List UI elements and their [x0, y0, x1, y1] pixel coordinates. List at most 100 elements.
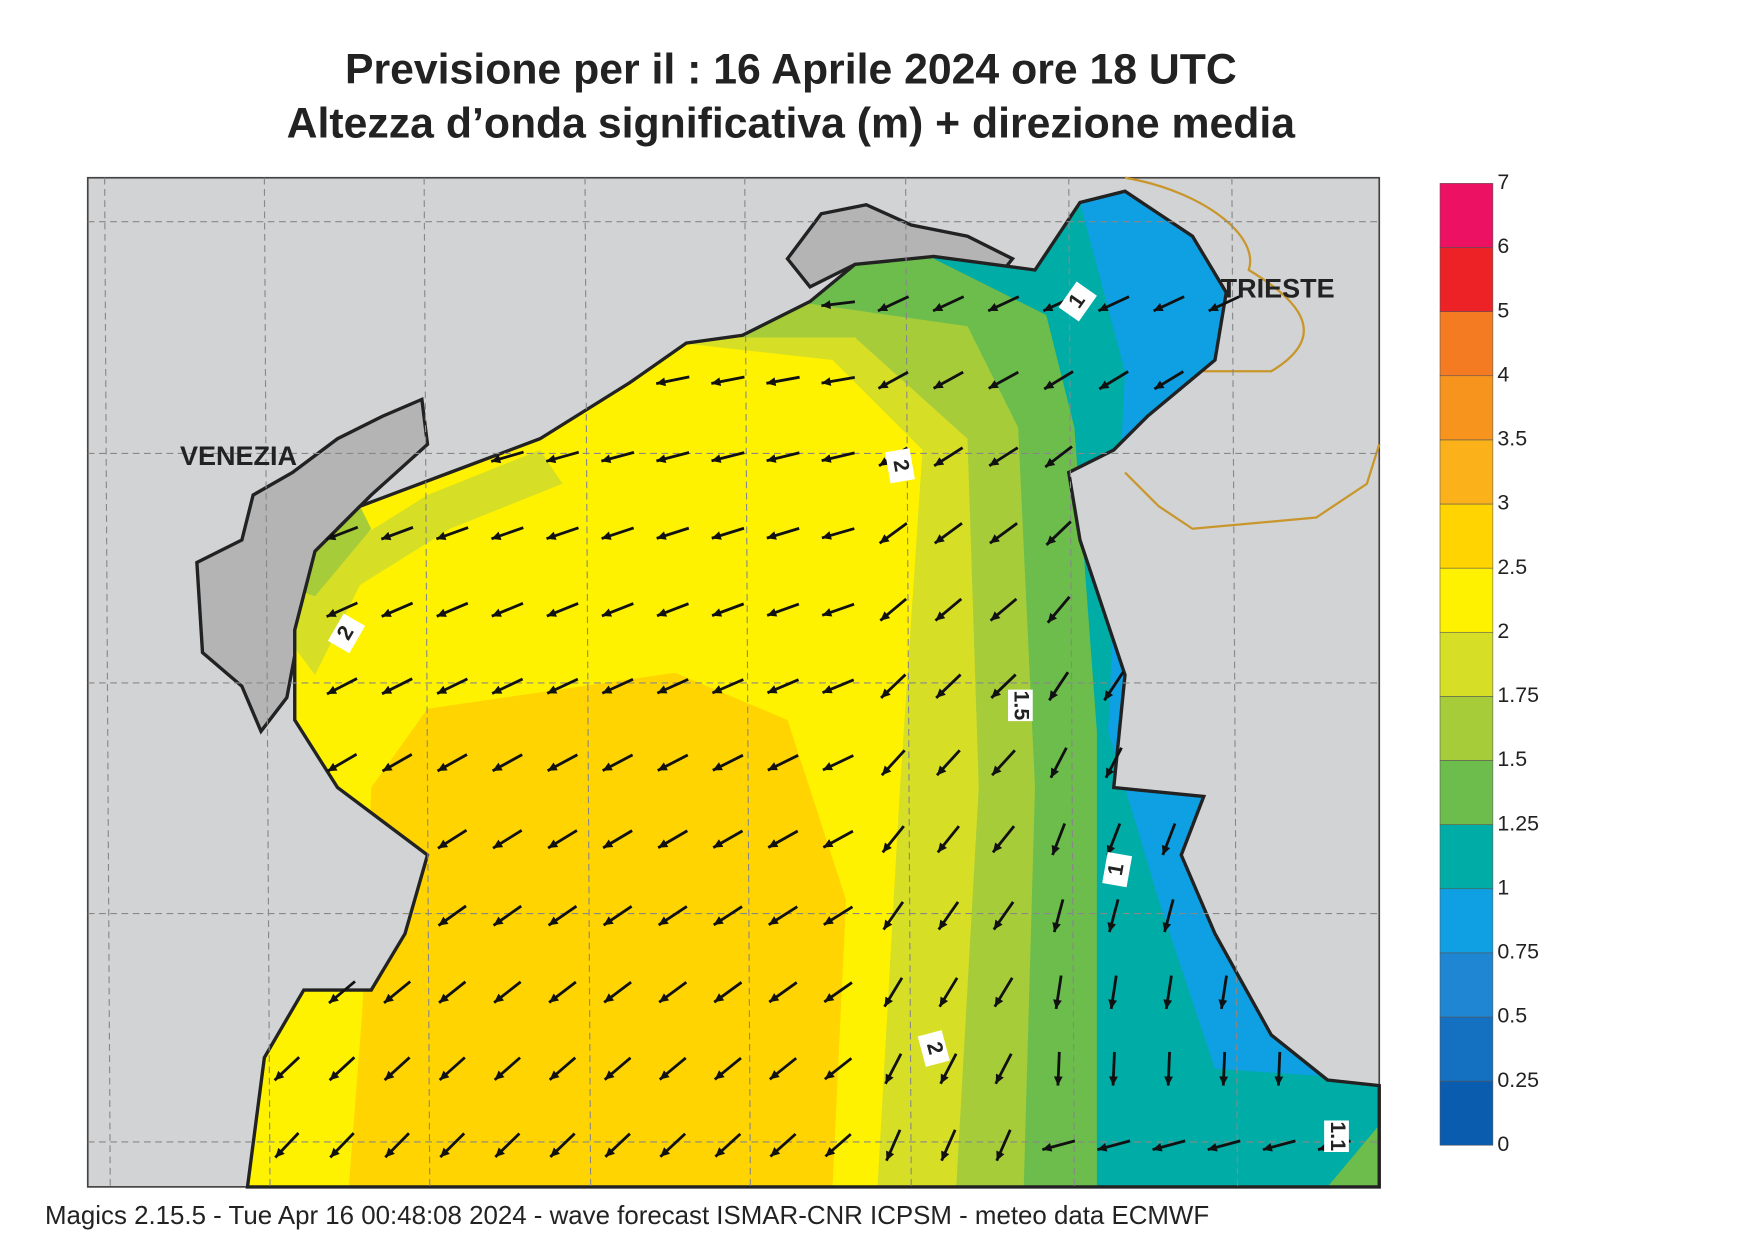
arrow-head — [329, 993, 339, 1004]
arrow-head — [712, 685, 723, 694]
arrow-head — [604, 993, 615, 1003]
arrow-head — [550, 1147, 560, 1157]
colorbar-label: 2 — [1497, 619, 1509, 643]
arrow-head — [884, 996, 894, 1007]
arrow-head — [1218, 999, 1228, 1009]
arrow-head — [766, 377, 777, 386]
arrow-head — [491, 454, 502, 464]
border — [1124, 444, 1381, 530]
arrow-head — [713, 839, 724, 848]
arrow-head — [492, 685, 503, 694]
arrow-head — [491, 531, 502, 540]
arrow-head — [327, 762, 338, 772]
arrow-head — [990, 611, 1001, 621]
arrow-head — [881, 765, 892, 776]
colorbar-label: 0.25 — [1497, 1068, 1539, 1092]
arrow-head — [1042, 1143, 1053, 1152]
arrow-head — [658, 916, 669, 926]
arrow-head — [657, 762, 668, 771]
contour-label: 1 — [1058, 281, 1097, 322]
contour-label-box — [1324, 1120, 1349, 1152]
colorbar-label: 3.5 — [1497, 427, 1527, 451]
arrow-head — [549, 993, 560, 1003]
arrow-head — [493, 916, 504, 926]
arrow-head — [933, 303, 944, 312]
arrow-head — [439, 993, 449, 1003]
contour-label-box — [1008, 689, 1033, 722]
arrow-head — [711, 377, 722, 387]
arrow-head — [382, 685, 393, 694]
arrow-head — [274, 1070, 285, 1081]
arrow-head — [1207, 1143, 1218, 1152]
arrow-head — [437, 839, 449, 849]
arrow-head — [491, 608, 502, 617]
arrow-head — [1163, 999, 1173, 1009]
arrow-head — [880, 611, 891, 621]
subtitle: Altezza d’onda significativa (m) + direz… — [287, 99, 1297, 147]
arrow-head — [495, 1147, 505, 1158]
arrow-head — [1099, 380, 1110, 390]
arrow-head — [604, 1070, 615, 1080]
arrow-head — [381, 608, 392, 617]
arrow-head — [878, 380, 889, 389]
arrow-head — [546, 454, 557, 464]
arrow-head — [1045, 457, 1056, 468]
arrow-head — [1104, 690, 1114, 701]
place-label: VENEZIA — [180, 441, 297, 471]
colorbar-label: 2.5 — [1497, 555, 1527, 579]
arrow-head — [883, 919, 893, 930]
title: Previsione per il : 16 Aprile 2024 ore 1… — [345, 45, 1237, 93]
arrow-head — [1262, 1143, 1273, 1152]
colorbar-label: 1.5 — [1497, 747, 1527, 771]
arrow-head — [436, 531, 447, 541]
contour-label-box — [885, 448, 915, 484]
colorbar-swatch — [1439, 439, 1494, 505]
arrow-head — [549, 1070, 560, 1080]
arrow-head — [656, 531, 667, 540]
arrow-head — [1161, 844, 1171, 855]
contour-label: 1.5 — [1008, 689, 1034, 722]
arrow-head — [1050, 767, 1059, 778]
contour-label-box — [1102, 851, 1133, 888]
band-1.75-2 — [281, 450, 563, 675]
contour-label: 2 — [885, 448, 915, 484]
colorbar-label: 0.75 — [1497, 940, 1539, 964]
arrow-head — [879, 457, 890, 466]
colorbar-label: 7 — [1497, 170, 1509, 194]
arrow-head — [1154, 380, 1165, 390]
arrow-head — [988, 380, 999, 389]
arrow-head — [438, 916, 449, 926]
arrow-head — [1152, 1143, 1163, 1152]
arrow-head — [1047, 612, 1058, 623]
arrow-head — [712, 762, 723, 771]
arrow-head — [886, 1150, 895, 1161]
arrow-head — [821, 454, 832, 463]
arrow-head — [714, 1070, 725, 1080]
contour-labels: 1 2 2 1.5 1 2 1.1 — [327, 281, 1350, 1152]
arrow-head — [605, 1147, 616, 1157]
arrow-head — [767, 685, 778, 694]
arrow-head — [935, 611, 946, 621]
arrow-head — [989, 534, 1000, 544]
arrow-head — [1108, 999, 1117, 1009]
arrow-head — [996, 1150, 1005, 1161]
colorbar-swatch — [1439, 760, 1494, 825]
colorbar: 0 0.25 0.5 0.75 1 1.25 1.5 1.75 2 2.5 3 3.5 4 5 6 7 — [1439, 170, 1539, 1156]
arrow-head — [603, 916, 614, 926]
arrow-head — [1053, 999, 1062, 1009]
arrow-head — [766, 454, 777, 463]
arrow-head — [385, 1147, 395, 1158]
arrow-head — [714, 993, 725, 1003]
arrow-head — [437, 685, 448, 694]
arrow-head — [1162, 922, 1172, 933]
arrow-head — [938, 919, 948, 930]
arrow-head — [934, 457, 945, 466]
contour-label-text: 1.1 — [1326, 1121, 1350, 1151]
arrow-head — [384, 993, 394, 1003]
arrow-head — [329, 1070, 340, 1081]
arrow-head — [1049, 690, 1058, 701]
arrow-head — [934, 534, 945, 544]
arrow-head — [601, 531, 612, 540]
place-label: TRIESTE — [1221, 273, 1335, 303]
